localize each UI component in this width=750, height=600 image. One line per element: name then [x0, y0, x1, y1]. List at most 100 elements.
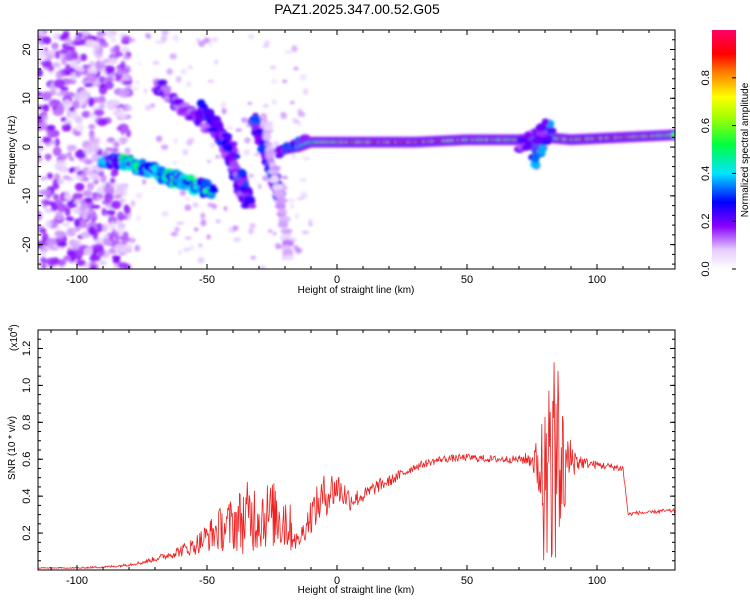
noise-blob [248, 173, 254, 179]
noise-blob [232, 225, 239, 231]
noise-blob [113, 243, 125, 254]
noise-blob [215, 154, 220, 160]
noise-blob [145, 104, 152, 111]
noise-blob [200, 212, 206, 219]
noise-blob [44, 49, 56, 55]
noise-blob [70, 254, 76, 262]
noise-blob [104, 80, 114, 90]
noise-blob [169, 53, 177, 60]
streak-blob [244, 196, 255, 206]
streak-blob [277, 208, 288, 216]
noise-blob [259, 265, 266, 269]
top-plot-frame [37, 29, 676, 270]
noise-blob [70, 59, 79, 68]
noise-blob [210, 37, 219, 43]
noise-blob [300, 192, 308, 199]
noise-blob [160, 144, 169, 150]
noise-blob [98, 95, 106, 103]
noise-blob [50, 140, 56, 145]
noise-blob [150, 103, 156, 108]
bottom-x-axis-label: Height of straight line (km) [298, 585, 415, 596]
noise-blob [65, 63, 71, 72]
spectrogram-heatmap [38, 30, 675, 269]
streak-blob [275, 203, 287, 210]
noise-blob [62, 175, 71, 180]
noise-blob [119, 88, 131, 97]
noise-blob [121, 237, 128, 244]
noise-blob [282, 79, 288, 84]
noise-blob [113, 256, 120, 262]
noise-blob [54, 210, 64, 221]
noise-blob [227, 226, 234, 233]
streak-blob [262, 132, 272, 142]
noise-blob [294, 213, 300, 220]
streak-blob [276, 197, 288, 205]
colorbar-tick-label: 0.6 [700, 118, 712, 133]
noise-blob [97, 118, 108, 127]
noise-blob [46, 124, 56, 131]
noise-blob [51, 42, 59, 50]
streak-blob [526, 142, 534, 151]
noise-blob [38, 68, 43, 77]
noise-blob [207, 79, 215, 83]
noise-blob [102, 58, 111, 64]
noise-blob [65, 91, 76, 98]
noise-blob [83, 247, 93, 256]
noise-blob [120, 127, 126, 136]
noise-blob [38, 30, 45, 38]
snr-series-line [38, 362, 675, 570]
noise-blob [121, 39, 130, 45]
noise-blob [43, 104, 50, 112]
noise-blob [113, 231, 120, 239]
noise-blob [71, 100, 80, 110]
noise-blob [301, 230, 310, 235]
noise-blob [110, 172, 117, 177]
noise-blob [117, 222, 126, 230]
noise-blob [55, 71, 62, 77]
noise-blob [215, 219, 222, 224]
noise-blob [90, 265, 97, 269]
noise-blob [272, 231, 278, 236]
noise-blob [89, 112, 96, 118]
noise-blob [103, 192, 114, 202]
noise-blob [69, 106, 75, 112]
noise-blob [122, 55, 130, 60]
colorbar-ticks: 0.0 0.2 0.4 0.6 0.8 [700, 70, 736, 277]
noise-blob [118, 136, 129, 144]
noise-blob [38, 262, 42, 268]
noise-blob [89, 172, 100, 181]
noise-blob [193, 227, 199, 232]
noise-blob [98, 260, 107, 266]
streak-blob [277, 220, 289, 229]
noise-blob [103, 238, 112, 246]
noise-blob [289, 101, 295, 105]
y-tick-label: 0 [21, 144, 33, 150]
noise-blob [64, 123, 72, 132]
noise-blob [41, 199, 51, 204]
noise-blob [282, 175, 288, 180]
noise-blob [200, 219, 207, 227]
noise-blob [96, 30, 107, 37]
noise-blob [52, 181, 60, 190]
streak-blob [280, 228, 293, 234]
noise-blob [273, 140, 280, 147]
noise-blob [46, 172, 54, 180]
noise-blob [130, 200, 136, 207]
noise-blob [146, 33, 152, 39]
noise-blob [175, 76, 182, 83]
top-x-axis-label: Height of straight line (km) [298, 285, 415, 296]
y-tick-label: 0.4 [21, 489, 33, 504]
noise-blob [74, 182, 85, 192]
noise-blob [38, 154, 43, 163]
noise-blob [66, 227, 76, 237]
noise-blob [81, 110, 91, 118]
streak-blob [541, 118, 549, 126]
noise-blob [75, 175, 83, 180]
noise-blob [110, 200, 122, 210]
noise-blob [221, 107, 227, 115]
streak-blob [207, 187, 219, 194]
colorbar-tick-label: 0.8 [700, 70, 712, 85]
noise-blob [45, 257, 56, 266]
streak-blob [282, 239, 294, 247]
noise-blob [136, 215, 141, 222]
